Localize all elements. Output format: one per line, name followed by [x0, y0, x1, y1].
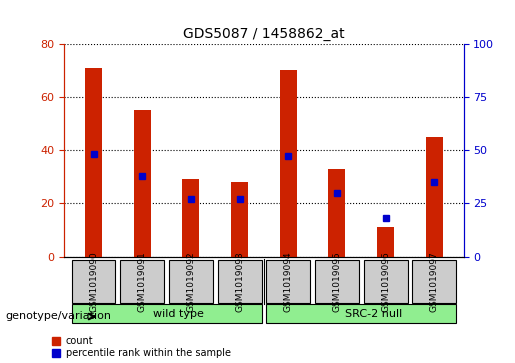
- Bar: [280, 70, 297, 257]
- Title: GDS5087 / 1458862_at: GDS5087 / 1458862_at: [183, 27, 345, 41]
- Text: wild type: wild type: [153, 309, 204, 319]
- Text: GSM1019094: GSM1019094: [284, 251, 293, 312]
- Text: GSM1019092: GSM1019092: [186, 251, 195, 312]
- FancyBboxPatch shape: [315, 260, 359, 303]
- Text: GSM1019093: GSM1019093: [235, 251, 244, 312]
- Text: genotype/variation: genotype/variation: [5, 311, 111, 321]
- Legend: count, percentile rank within the sample: count, percentile rank within the sample: [51, 336, 231, 358]
- Bar: [85, 68, 102, 257]
- Text: GSM1019095: GSM1019095: [333, 251, 341, 312]
- Bar: [377, 227, 394, 257]
- FancyBboxPatch shape: [121, 260, 164, 303]
- FancyBboxPatch shape: [72, 260, 115, 303]
- Bar: [329, 169, 346, 257]
- FancyBboxPatch shape: [266, 260, 310, 303]
- Text: SRC-2 null: SRC-2 null: [345, 309, 402, 319]
- Text: GSM1019097: GSM1019097: [430, 251, 439, 312]
- FancyBboxPatch shape: [266, 305, 456, 323]
- FancyBboxPatch shape: [364, 260, 407, 303]
- Text: GSM1019096: GSM1019096: [381, 251, 390, 312]
- Text: GSM1019090: GSM1019090: [89, 251, 98, 312]
- Bar: [134, 110, 151, 257]
- Bar: [231, 182, 248, 257]
- FancyBboxPatch shape: [218, 260, 262, 303]
- Bar: [182, 179, 199, 257]
- FancyBboxPatch shape: [413, 260, 456, 303]
- Bar: [426, 137, 443, 257]
- FancyBboxPatch shape: [169, 260, 213, 303]
- Text: GSM1019091: GSM1019091: [138, 251, 147, 312]
- FancyBboxPatch shape: [72, 305, 262, 323]
